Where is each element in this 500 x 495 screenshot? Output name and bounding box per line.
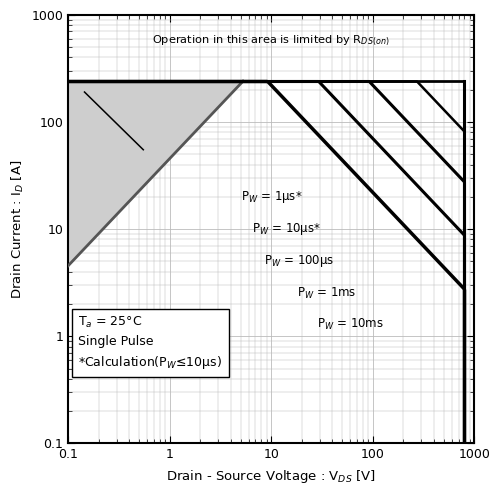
Text: Operation in this area is limited by R$_{DS(on)}$: Operation in this area is limited by R$_…: [152, 34, 390, 49]
Text: P$_W$ = 1ms: P$_W$ = 1ms: [297, 286, 356, 301]
Text: P$_W$ = 100μs: P$_W$ = 100μs: [264, 253, 334, 269]
X-axis label: Drain - Source Voltage : V$_{DS}$ [V]: Drain - Source Voltage : V$_{DS}$ [V]: [166, 468, 376, 485]
Y-axis label: Drain Current : I$_D$ [A]: Drain Current : I$_D$ [A]: [10, 159, 26, 299]
Text: P$_W$ = 10μs*: P$_W$ = 10μs*: [252, 221, 322, 237]
Polygon shape: [68, 81, 243, 266]
Text: P$_W$ = 1μs*: P$_W$ = 1μs*: [240, 189, 302, 205]
Text: P$_W$ = 10ms: P$_W$ = 10ms: [316, 316, 384, 332]
Text: T$_a$ = 25°C
Single Pulse
*Calculation(P$_W$≤10μs): T$_a$ = 25°C Single Pulse *Calculation(P…: [78, 315, 223, 371]
